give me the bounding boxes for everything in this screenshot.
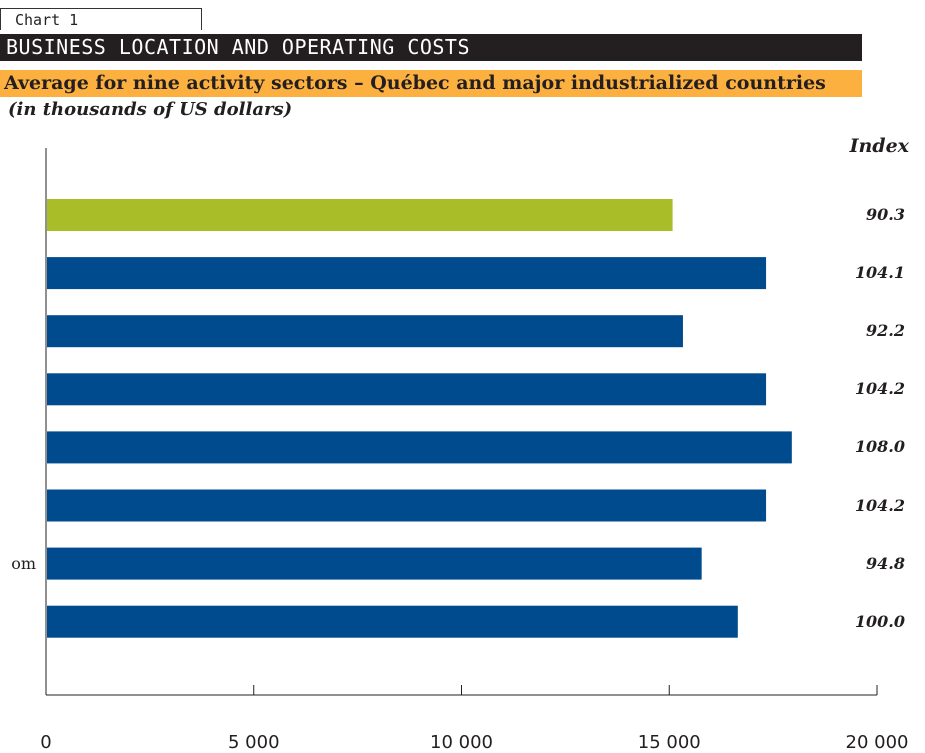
bar <box>47 315 683 348</box>
index-value: 108.0 <box>854 437 905 457</box>
bar <box>47 199 673 231</box>
x-tick-label: 20 000 <box>845 732 909 753</box>
bar <box>47 489 767 522</box>
x-tick-label: 5 000 <box>227 732 280 753</box>
chart-title: BUSINESS LOCATION AND OPERATING COSTS <box>0 34 862 61</box>
category-label: om <box>11 553 36 573</box>
index-value: 90.3 <box>866 205 905 224</box>
bar <box>47 605 738 638</box>
x-tick-label: 0 <box>40 732 52 753</box>
chart-units: (in thousands of US dollars) <box>8 99 293 120</box>
x-tick-label: 15 000 <box>637 732 701 753</box>
index-value: 92.2 <box>866 321 905 341</box>
bar <box>47 257 767 290</box>
index-value: 104.2 <box>854 495 905 515</box>
index-value: 104.1 <box>854 263 905 283</box>
bar <box>47 547 702 580</box>
index-value: 94.8 <box>866 553 905 573</box>
bar <box>47 431 792 464</box>
chart-subtitle: Average for nine activity sectors – Québ… <box>0 70 862 97</box>
index-value: 100.0 <box>854 611 905 631</box>
chart-number-tab: Chart 1 <box>0 8 202 30</box>
index-column-header: Index <box>849 135 909 157</box>
bar <box>47 373 767 406</box>
index-value: 104.2 <box>854 379 905 399</box>
x-tick-label: 10 000 <box>430 732 493 753</box>
